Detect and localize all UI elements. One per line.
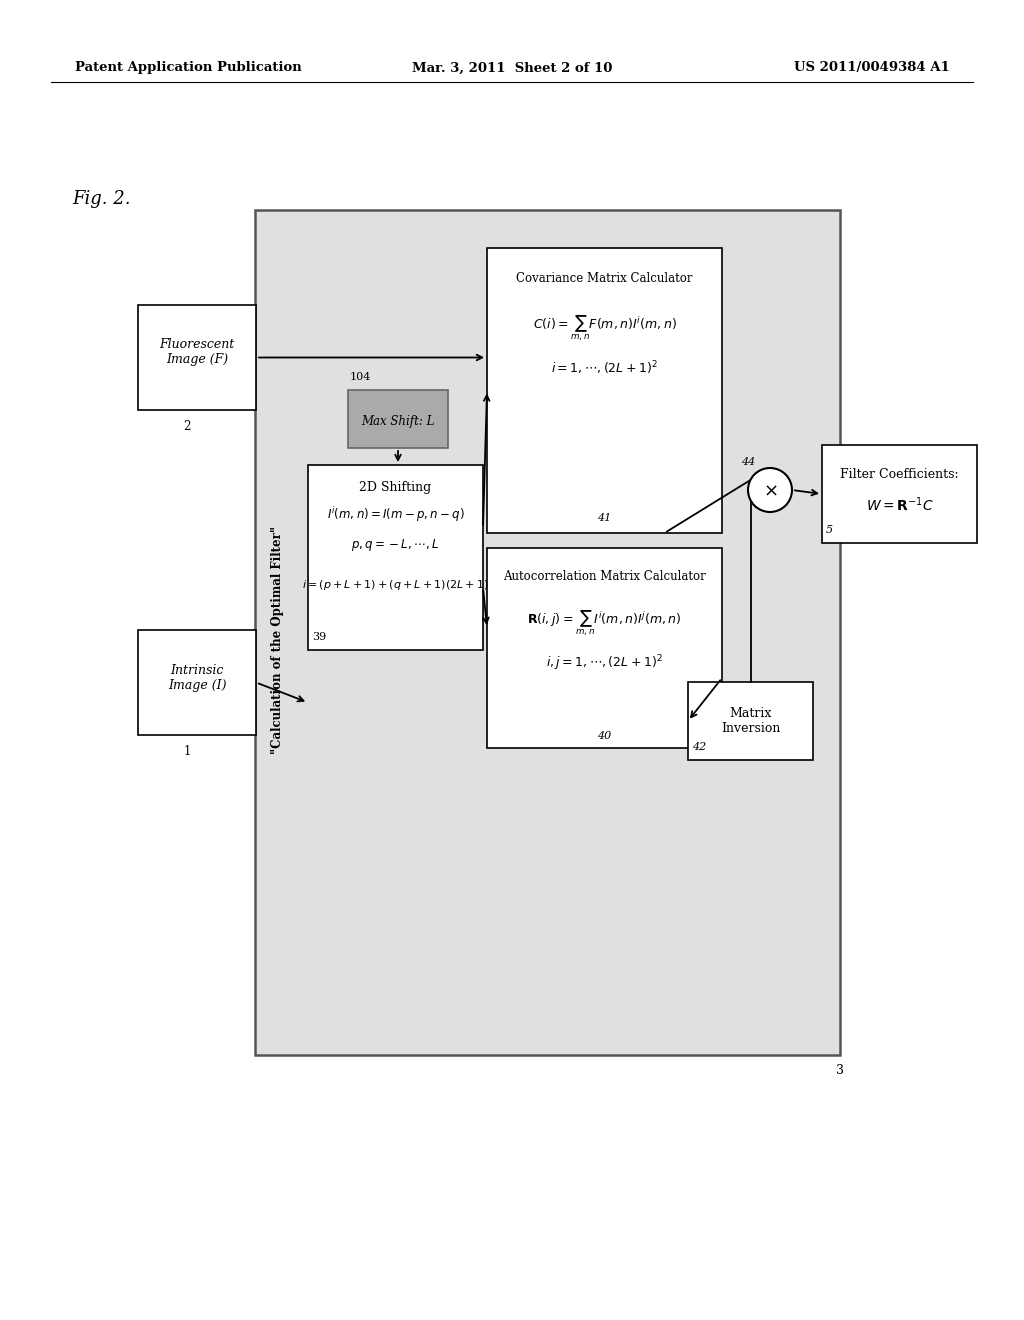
- Text: $p, q = -L, \cdots, L$: $p, q = -L, \cdots, L$: [351, 537, 439, 553]
- Text: 5: 5: [826, 525, 834, 535]
- Text: 44: 44: [741, 457, 755, 467]
- Text: Filter Coefficients:: Filter Coefficients:: [840, 469, 958, 482]
- Text: $W = \mathbf{R}^{-1}C$: $W = \mathbf{R}^{-1}C$: [865, 496, 934, 515]
- Text: $i = 1, \cdots, (2L+1)^2$: $i = 1, \cdots, (2L+1)^2$: [551, 359, 657, 376]
- Text: Autocorrelation Matrix Calculator: Autocorrelation Matrix Calculator: [503, 569, 706, 582]
- Text: 104: 104: [350, 372, 372, 381]
- Text: 40: 40: [597, 731, 611, 741]
- Text: 1: 1: [183, 744, 190, 758]
- Text: $i, j = 1, \cdots, (2L+1)^2$: $i, j = 1, \cdots, (2L+1)^2$: [546, 653, 663, 673]
- Text: 41: 41: [597, 513, 611, 523]
- FancyBboxPatch shape: [487, 248, 722, 533]
- Text: Covariance Matrix Calculator: Covariance Matrix Calculator: [516, 272, 693, 285]
- Text: Max Shift: L: Max Shift: L: [361, 414, 434, 428]
- Text: Matrix
Inversion: Matrix Inversion: [721, 708, 780, 735]
- Text: 39: 39: [312, 632, 327, 642]
- Text: 2D Shifting: 2D Shifting: [359, 480, 432, 494]
- Text: 42: 42: [692, 742, 707, 752]
- FancyBboxPatch shape: [138, 630, 256, 735]
- FancyBboxPatch shape: [688, 682, 813, 760]
- Text: 3: 3: [836, 1064, 844, 1077]
- Text: Patent Application Publication: Patent Application Publication: [75, 62, 302, 74]
- FancyBboxPatch shape: [308, 465, 483, 649]
- Text: Fluorescent
Image (F): Fluorescent Image (F): [160, 338, 234, 367]
- Text: $i = (p+L+1)+(q+L+1)(2L+1)$: $i = (p+L+1)+(q+L+1)(2L+1)$: [302, 578, 488, 591]
- Text: Fig. 2.: Fig. 2.: [72, 190, 130, 209]
- Text: "Calculation of the Optimal Filter": "Calculation of the Optimal Filter": [271, 525, 285, 754]
- Text: $\times$: $\times$: [763, 482, 777, 500]
- Text: Mar. 3, 2011  Sheet 2 of 10: Mar. 3, 2011 Sheet 2 of 10: [412, 62, 612, 74]
- Text: 2: 2: [183, 420, 190, 433]
- Circle shape: [748, 469, 792, 512]
- FancyBboxPatch shape: [348, 389, 449, 447]
- Text: $\mathbf{R}(i,j) = \sum_{m,n} I^i(m,n) I^j(m,n)$: $\mathbf{R}(i,j) = \sum_{m,n} I^i(m,n) I…: [527, 609, 682, 638]
- FancyBboxPatch shape: [822, 445, 977, 543]
- FancyBboxPatch shape: [138, 305, 256, 411]
- FancyBboxPatch shape: [255, 210, 840, 1055]
- FancyBboxPatch shape: [487, 548, 722, 748]
- Text: $C(i) = \sum_{m,n} F(m,n) I^i(m,n)$: $C(i) = \sum_{m,n} F(m,n) I^i(m,n)$: [532, 313, 677, 343]
- Text: US 2011/0049384 A1: US 2011/0049384 A1: [795, 62, 950, 74]
- Text: Intrinsic
Image (I): Intrinsic Image (I): [168, 664, 226, 692]
- Text: $I^i(m,n) = I(m-p, n-q)$: $I^i(m,n) = I(m-p, n-q)$: [327, 506, 465, 524]
